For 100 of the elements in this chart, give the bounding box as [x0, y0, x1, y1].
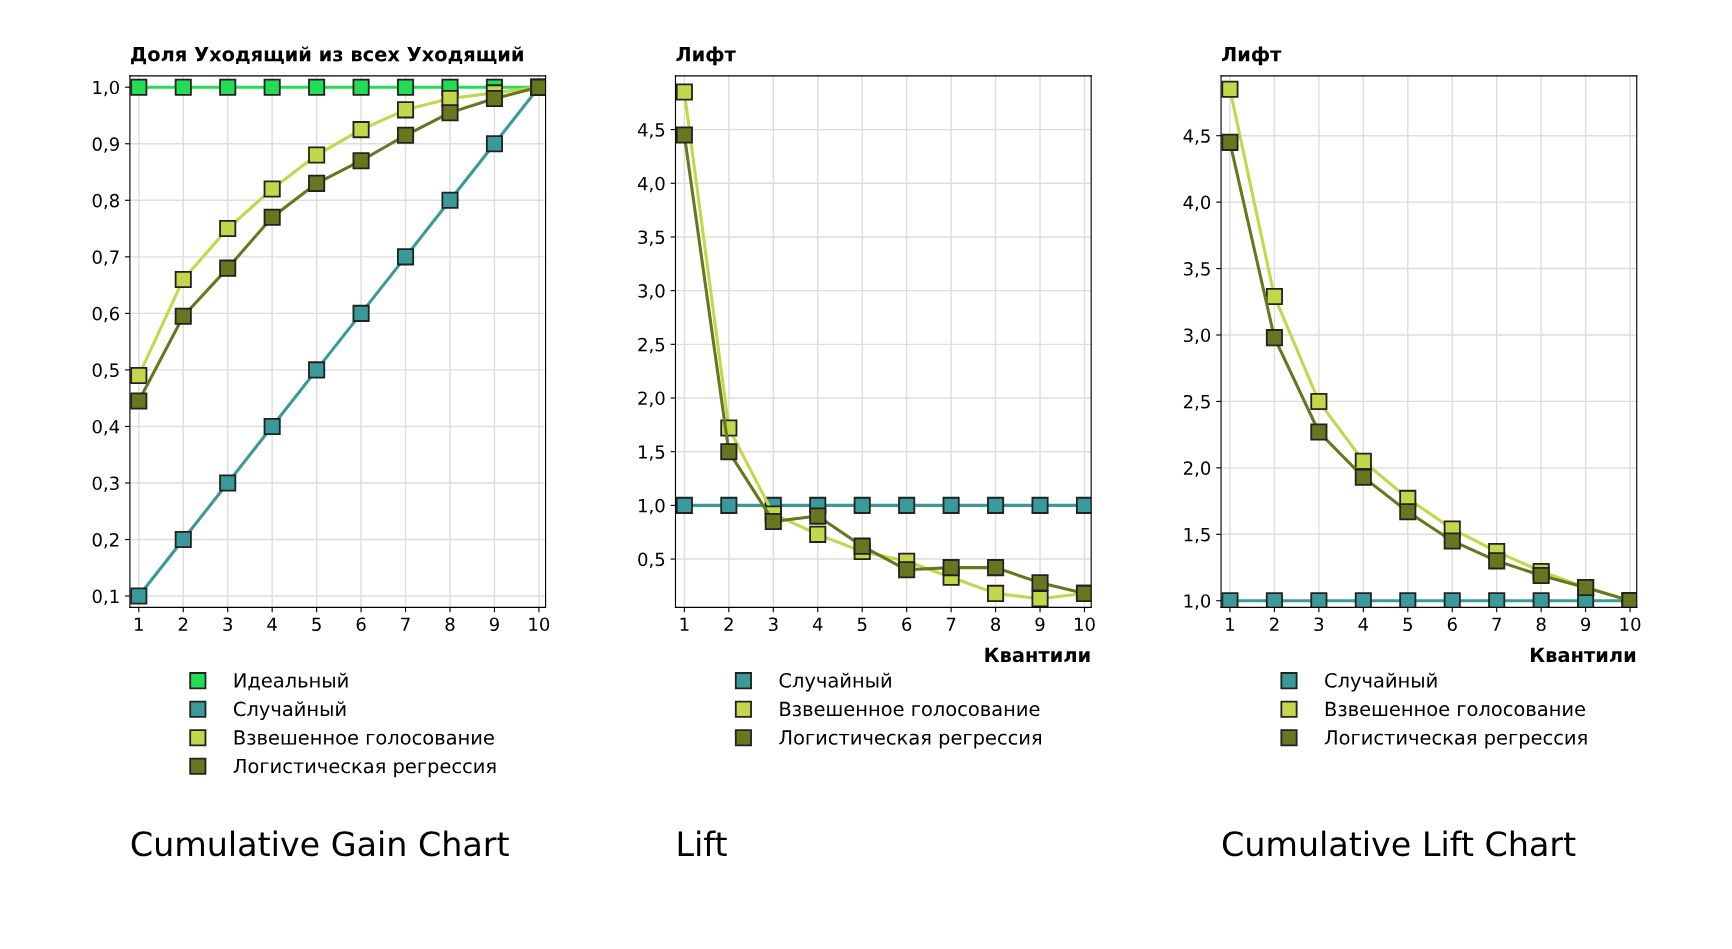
x-axis-title: Квантили — [985, 647, 1090, 663]
point — [1399, 503, 1417, 521]
y-tick-label: 2,0 — [638, 391, 665, 407]
point — [1532, 566, 1550, 585]
x-tick-label: 4 — [812, 617, 823, 631]
x-tick-label: 8 — [991, 617, 1001, 632]
point — [987, 584, 1005, 602]
x-tick-label: 8 — [1536, 617, 1546, 632]
x-tick-label: 1 — [1226, 617, 1235, 631]
x-tick-label: 2 — [724, 617, 733, 631]
point — [174, 78, 192, 96]
point — [263, 208, 281, 226]
x-tick-label: 7 — [946, 617, 956, 631]
y-tick-label: 0,7 — [92, 250, 119, 266]
y-tick-label: 4,5 — [637, 123, 665, 139]
point — [130, 587, 148, 605]
point — [1354, 592, 1372, 608]
y-tick-label: 3,0 — [638, 284, 665, 300]
point — [396, 126, 415, 144]
x-tick-label: 3 — [1314, 617, 1324, 632]
x-tick-label: 10 — [1620, 617, 1641, 632]
point — [1221, 80, 1239, 98]
text: Lift — [678, 830, 727, 856]
point — [219, 474, 237, 492]
point — [898, 561, 916, 579]
point — [352, 304, 370, 322]
x-tick-label: 2 — [1269, 617, 1279, 631]
point — [130, 392, 148, 410]
point — [720, 496, 738, 514]
point — [1031, 574, 1049, 592]
point — [1354, 468, 1372, 486]
y-tick-label: 0,3 — [92, 476, 119, 492]
point — [1354, 452, 1372, 470]
y-tick-label: 0,8 — [92, 193, 119, 210]
point — [263, 417, 281, 435]
legend-label: Случайный — [779, 672, 891, 692]
y-tick-label: 1,5 — [1184, 527, 1210, 544]
point — [853, 496, 871, 514]
y-tick-label: 3,5 — [1184, 262, 1210, 278]
point — [396, 248, 415, 266]
point — [263, 78, 281, 96]
y-axis-title: Доля Уходящий из всех Уходящий — [131, 46, 523, 65]
y-tick-label: 1,0 — [639, 498, 665, 515]
y-tick-label: 2,0 — [1183, 461, 1211, 477]
point — [219, 220, 237, 238]
point — [1265, 329, 1283, 347]
x-tick-label: 1 — [135, 617, 143, 631]
point — [675, 126, 693, 144]
y-tick-label: 0,5 — [638, 552, 665, 569]
point — [764, 512, 782, 531]
point — [174, 307, 192, 325]
x-tick-label: 6 — [902, 617, 912, 632]
y-tick-label: 2,5 — [638, 337, 665, 354]
point — [853, 537, 871, 555]
x-tick-label: 1 — [680, 617, 689, 631]
point — [1532, 592, 1550, 608]
point — [987, 559, 1005, 577]
point — [1443, 532, 1461, 550]
point — [352, 152, 370, 170]
point — [308, 146, 326, 164]
y-tick-label: 2,5 — [1183, 394, 1210, 411]
x-tick-label: 2 — [178, 617, 188, 631]
legend-label: Логистическая регрессия — [233, 758, 496, 778]
point — [441, 104, 459, 122]
y-tick-label: 0,5 — [92, 363, 119, 379]
x-tick-label: 3 — [223, 617, 232, 632]
point — [308, 174, 326, 192]
y-axis-title: Лифт — [676, 46, 736, 66]
point — [1399, 592, 1417, 608]
x-tick-label: 4 — [267, 617, 277, 631]
point — [720, 443, 738, 461]
x-tick-label: 10 — [1074, 617, 1095, 632]
point — [1265, 592, 1283, 608]
point — [1221, 133, 1239, 151]
point — [485, 89, 503, 108]
y-tick-label: 0,2 — [92, 532, 119, 549]
x-tick-label: 8 — [445, 617, 455, 632]
point — [1488, 592, 1506, 608]
y-tick-label: 1,0 — [1184, 594, 1211, 610]
x-tick-label: 6 — [356, 617, 366, 632]
y-tick-label: 3,0 — [1184, 328, 1211, 344]
point — [1075, 496, 1092, 514]
x-tick-label: 6 — [1447, 617, 1457, 632]
point — [898, 496, 916, 514]
y-tick-label: 1,0 — [93, 80, 119, 97]
legend-label: Логистическая регрессия — [1324, 730, 1587, 749]
y-tick-label: 4,0 — [637, 176, 665, 193]
x-tick-label: 3 — [768, 617, 778, 632]
x-tick-label: 7 — [1492, 617, 1501, 631]
y-tick-label: 3,5 — [638, 230, 665, 246]
legend-label: Взвешенное голосование — [1325, 701, 1585, 717]
point — [219, 259, 237, 277]
y-tick-label: 4,5 — [1183, 129, 1210, 145]
point — [809, 507, 827, 525]
x-tick-label: 5 — [857, 617, 867, 632]
point — [396, 101, 415, 119]
x-tick-label: 4 — [1358, 617, 1369, 631]
point — [1310, 423, 1328, 441]
point — [485, 135, 503, 153]
point — [987, 496, 1005, 514]
